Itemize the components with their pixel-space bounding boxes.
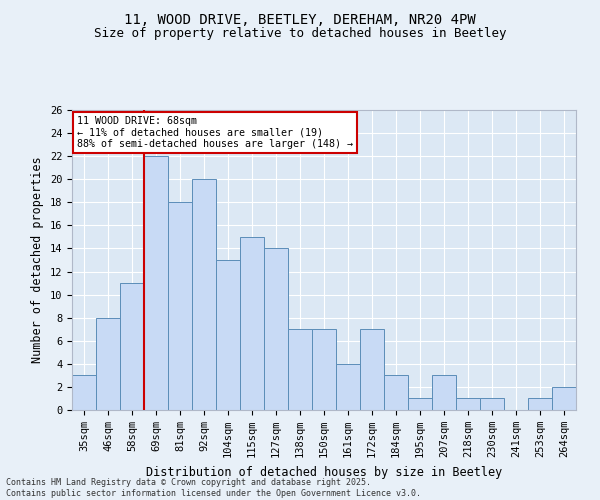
Bar bbox=[240, 237, 264, 410]
Text: Contains HM Land Registry data © Crown copyright and database right 2025.
Contai: Contains HM Land Registry data © Crown c… bbox=[6, 478, 421, 498]
Text: 11 WOOD DRIVE: 68sqm
← 11% of detached houses are smaller (19)
88% of semi-detac: 11 WOOD DRIVE: 68sqm ← 11% of detached h… bbox=[77, 116, 353, 149]
Bar bbox=[168, 202, 192, 410]
Bar bbox=[96, 318, 120, 410]
Bar bbox=[360, 329, 384, 410]
X-axis label: Distribution of detached houses by size in Beetley: Distribution of detached houses by size … bbox=[146, 466, 502, 478]
Text: 11, WOOD DRIVE, BEETLEY, DEREHAM, NR20 4PW: 11, WOOD DRIVE, BEETLEY, DEREHAM, NR20 4… bbox=[124, 12, 476, 26]
Bar bbox=[264, 248, 288, 410]
Bar bbox=[528, 398, 552, 410]
Bar bbox=[120, 283, 144, 410]
Bar bbox=[432, 376, 456, 410]
Bar bbox=[216, 260, 240, 410]
Bar bbox=[480, 398, 504, 410]
Bar bbox=[336, 364, 360, 410]
Text: Size of property relative to detached houses in Beetley: Size of property relative to detached ho… bbox=[94, 28, 506, 40]
Bar bbox=[192, 179, 216, 410]
Bar bbox=[72, 376, 96, 410]
Bar bbox=[456, 398, 480, 410]
Bar bbox=[384, 376, 408, 410]
Bar bbox=[288, 329, 312, 410]
Bar bbox=[408, 398, 432, 410]
Bar bbox=[552, 387, 576, 410]
Bar bbox=[312, 329, 336, 410]
Bar bbox=[144, 156, 168, 410]
Y-axis label: Number of detached properties: Number of detached properties bbox=[31, 156, 44, 364]
